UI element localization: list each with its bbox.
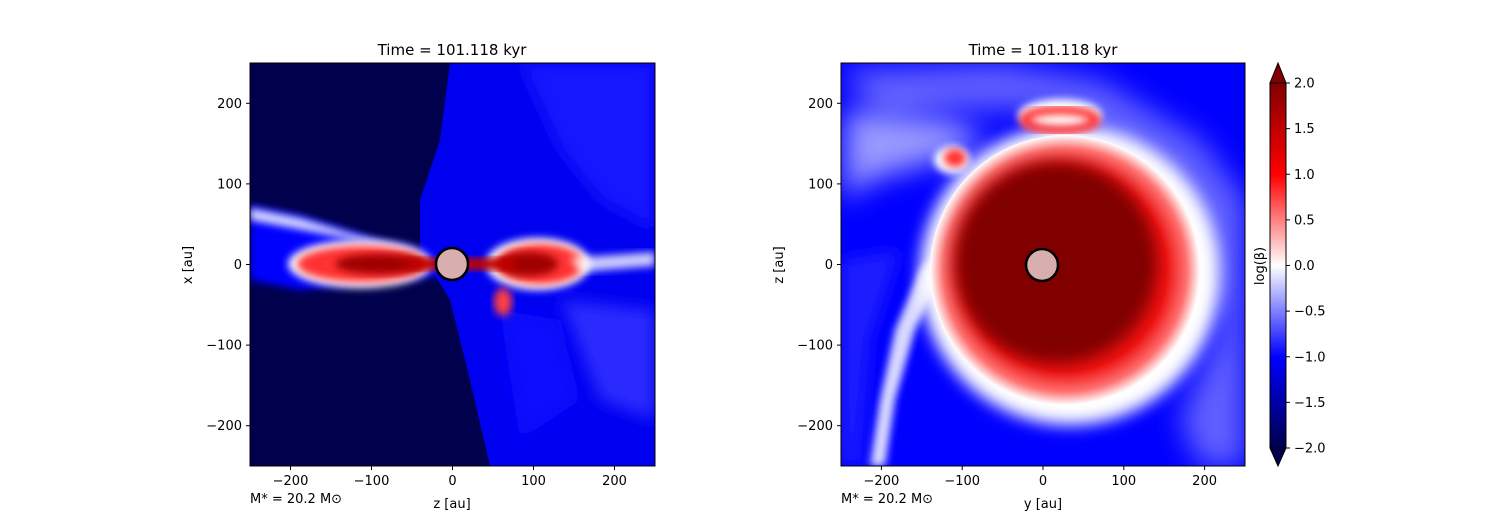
- star-marker: [434, 246, 470, 282]
- panel-1-mass-annotation: M* = 20.2 M⊙: [250, 492, 342, 507]
- colorbar-tick-label: −1.5: [1294, 396, 1326, 411]
- x-tick-label: 200: [1192, 474, 1217, 489]
- panel-1-title: Time = 101.118 kyr: [377, 41, 528, 59]
- y-tick-label: 200: [808, 97, 833, 112]
- colorbar-tick-label: −0.5: [1294, 305, 1326, 320]
- y-tick-label: 100: [808, 177, 833, 192]
- colorbar-tick-label: −2.0: [1294, 442, 1326, 457]
- y-tick-label: 0: [234, 258, 242, 273]
- colorbar-tick-label: 1.5: [1294, 122, 1315, 137]
- colorbar-label: log(β): [1253, 247, 1268, 285]
- y-tick-label: −200: [797, 419, 833, 434]
- panel-1-xlabel: z [au]: [433, 497, 470, 512]
- panel-2-mass-annotation: M* = 20.2 M⊙: [841, 492, 933, 507]
- y-tick-label: −100: [206, 339, 242, 354]
- y-tick-label: −100: [797, 339, 833, 354]
- colorbar: 2.0 1.5 1.0 0.5 0.0 −0.5 −1.0 −1.5 −2.0 log(β): [1253, 61, 1326, 468]
- y-tick-label: −200: [206, 419, 242, 434]
- y-tick-label: 200: [217, 97, 242, 112]
- panel-1-ylabel: x [au]: [181, 246, 196, 284]
- colorbar-tick-label: 2.0: [1294, 77, 1315, 92]
- panel-2-ylabel: z [au]: [772, 246, 787, 283]
- colorbar-tick-label: −1.0: [1294, 350, 1326, 365]
- x-tick-label: 100: [1111, 474, 1136, 489]
- panel-2-xlabel: y [au]: [1024, 497, 1062, 512]
- x-tick-label: 100: [521, 474, 546, 489]
- x-tick-label: 200: [602, 474, 627, 489]
- panel-1-heatmap: [250, 63, 655, 466]
- colorbar-gradient: [1269, 82, 1287, 449]
- y-tick-label: 0: [825, 258, 833, 273]
- panel-2-title: Time = 101.118 kyr: [968, 41, 1119, 59]
- x-tick-label: 0: [448, 474, 456, 489]
- y-tick-label: 100: [217, 177, 242, 192]
- colorbar-extend-top: [1269, 61, 1287, 84]
- x-tick-label: 0: [1039, 474, 1047, 489]
- x-tick-label: −200: [864, 474, 900, 489]
- star-marker: [1024, 247, 1060, 283]
- colorbar-tick-label: 0.0: [1294, 259, 1315, 274]
- colorbar-tick-label: 0.5: [1294, 213, 1315, 228]
- colorbar-extend-bottom: [1269, 447, 1287, 468]
- panel-2-heatmap: [841, 63, 1245, 466]
- x-tick-label: −100: [354, 474, 390, 489]
- x-tick-label: −100: [944, 474, 980, 489]
- x-tick-label: −200: [273, 474, 309, 489]
- colorbar-tick-label: 1.0: [1294, 168, 1315, 183]
